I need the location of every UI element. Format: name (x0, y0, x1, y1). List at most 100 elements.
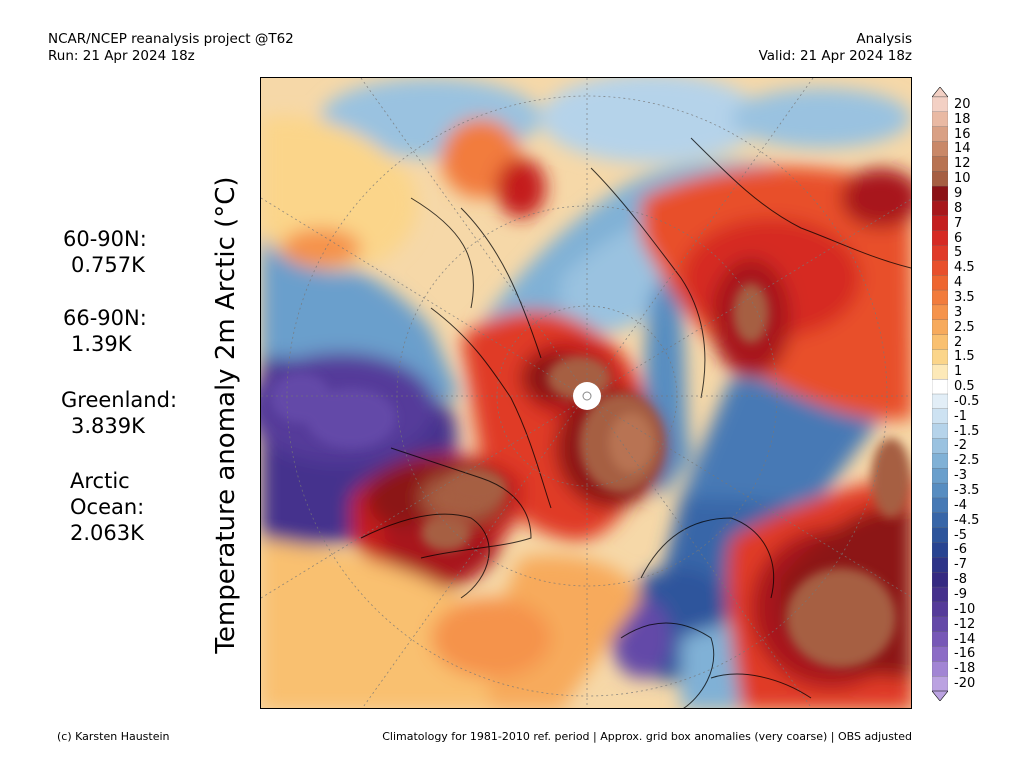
colorbar-tick-label: -6 (954, 542, 967, 558)
colorbar-tick-label: -18 (954, 661, 976, 677)
colorbar-bottom-arrow (932, 690, 948, 701)
colorbar-tick-label: -3.5 (954, 483, 980, 499)
colorbar-bin (932, 572, 948, 588)
colorbar-bin (932, 200, 948, 217)
colorbar-bin (932, 527, 948, 543)
colorbar-tick-label: 20 (954, 96, 971, 112)
colorbar-bin (932, 215, 948, 232)
colorbar-bin (932, 482, 948, 499)
colorbar-tick-label: 7 (954, 215, 963, 231)
colorbar-bin (932, 586, 948, 603)
colorbar-bin (932, 111, 948, 128)
colorbar-tick-label: 4.5 (954, 260, 975, 276)
colorbar-bin (932, 438, 948, 454)
colorbar-bin (932, 334, 948, 350)
colorbar-bin (932, 260, 948, 276)
colorbar-bin (932, 378, 948, 395)
colorbar-tick-label: 1.5 (954, 349, 975, 365)
colorbar-bin (932, 631, 948, 647)
footer-note: Climatology for 1981-2010 ref. period | … (382, 730, 912, 743)
model-title: NCAR/NCEP reanalysis project @T62 (48, 31, 294, 47)
colorbar-bin (932, 319, 948, 336)
stat-label-2: Ocean: (70, 495, 145, 519)
colorbar (932, 87, 948, 701)
stat-label: Arctic (70, 469, 130, 493)
colorbar-bin (932, 393, 948, 410)
colorbar-bin (932, 616, 948, 633)
colorbar-bin (932, 289, 948, 306)
colorbar-bin (932, 304, 948, 321)
colorbar-tick-label: -1 (954, 408, 967, 424)
colorbar-bin (932, 171, 948, 187)
colorbar-bin (932, 230, 948, 246)
north-pole-marker (573, 382, 601, 410)
colorbar-tick-label: 6 (954, 230, 963, 246)
colorbar-tick-label: -9 (954, 586, 967, 602)
footer-credit: (c) Karsten Haustein (57, 730, 170, 743)
colorbar-tick-label: -8 (954, 572, 967, 588)
colorbar-tick-label: -14 (954, 631, 976, 647)
colorbar-bin (932, 676, 948, 692)
stat-label: 66-90N: (63, 306, 147, 330)
anomaly-field (261, 78, 911, 708)
stat-greenland: Greenland: 3.839K (61, 387, 177, 439)
colorbar-bin (932, 185, 948, 202)
colorbar-tick-label: -2.5 (954, 453, 980, 469)
stat-arctic-ocean: Arctic Ocean: 2.063K (70, 468, 144, 546)
colorbar-bin (932, 349, 948, 365)
colorbar-tick-label: 18 (954, 111, 971, 127)
colorbar-bin (932, 245, 948, 261)
colorbar-top-arrow (932, 87, 948, 98)
colorbar-bin (932, 646, 948, 662)
stat-value: 0.757K (71, 253, 145, 277)
colorbar-tick-label: 4 (954, 275, 963, 291)
anomaly-map (260, 77, 912, 709)
colorbar-bin (932, 423, 948, 440)
header-left: NCAR/NCEP reanalysis project @T62 Run: 2… (48, 31, 294, 65)
colorbar-bin (932, 408, 948, 425)
colorbar-tick-label: 5 (954, 245, 963, 261)
colorbar-bin (932, 661, 948, 677)
colorbar-bin (932, 141, 948, 157)
colorbar-tick-label: 16 (954, 126, 971, 142)
colorbar-tick-label: -16 (954, 646, 976, 662)
stat-label: Greenland: (61, 388, 178, 412)
run-time: Run: 21 Apr 2024 18z (48, 48, 195, 64)
colorbar-tick-label: -5 (954, 527, 967, 543)
colorbar-tick-label: 0.5 (954, 379, 975, 395)
colorbar-tick-label: -12 (954, 616, 976, 632)
colorbar-tick-label: -0.5 (954, 393, 980, 409)
colorbar-tick-label: 3 (954, 304, 963, 320)
colorbar-tick-label: 1 (954, 364, 963, 380)
stat-66-90n: 66-90N: 1.39K (63, 305, 147, 357)
colorbar-bin (932, 542, 948, 558)
stat-value: 2.063K (70, 521, 144, 545)
colorbar-bin (932, 364, 948, 380)
stat-value: 1.39K (71, 332, 132, 356)
colorbar-tick-label: 12 (954, 156, 971, 172)
colorbar-tick-label: 10 (954, 171, 971, 187)
colorbar-tick-label: -1.5 (954, 423, 980, 439)
colorbar-bin (932, 601, 948, 618)
stat-value: 3.839K (71, 414, 145, 438)
colorbar-tick-label: -2 (954, 438, 967, 454)
colorbar-tick-label: 3.5 (954, 289, 975, 305)
colorbar-bin (932, 453, 948, 469)
y-axis-label: Temperature anomaly 2m Arctic (°C) (211, 176, 241, 654)
colorbar-bin (932, 557, 948, 573)
colorbar-tick-label: -4.5 (954, 512, 980, 528)
valid-time: Valid: 21 Apr 2024 18z (758, 48, 912, 64)
colorbar-tick-label: 2.5 (954, 319, 975, 335)
colorbar-tick-label: 2 (954, 334, 963, 350)
colorbar-bin (932, 96, 948, 113)
colorbar-bin (932, 126, 948, 143)
colorbar-bin (932, 497, 948, 514)
colorbar-tick-label: 8 (954, 200, 963, 216)
colorbar-tick-label: -7 (954, 557, 967, 573)
colorbar-tick-label: -4 (954, 497, 967, 513)
header-right: Analysis Valid: 21 Apr 2024 18z (759, 31, 912, 65)
colorbar-tick-label: -3 (954, 468, 967, 484)
colorbar-tick-label: -10 (954, 601, 976, 617)
colorbar-tick-label: 14 (954, 141, 971, 157)
colorbar-bin (932, 156, 948, 172)
